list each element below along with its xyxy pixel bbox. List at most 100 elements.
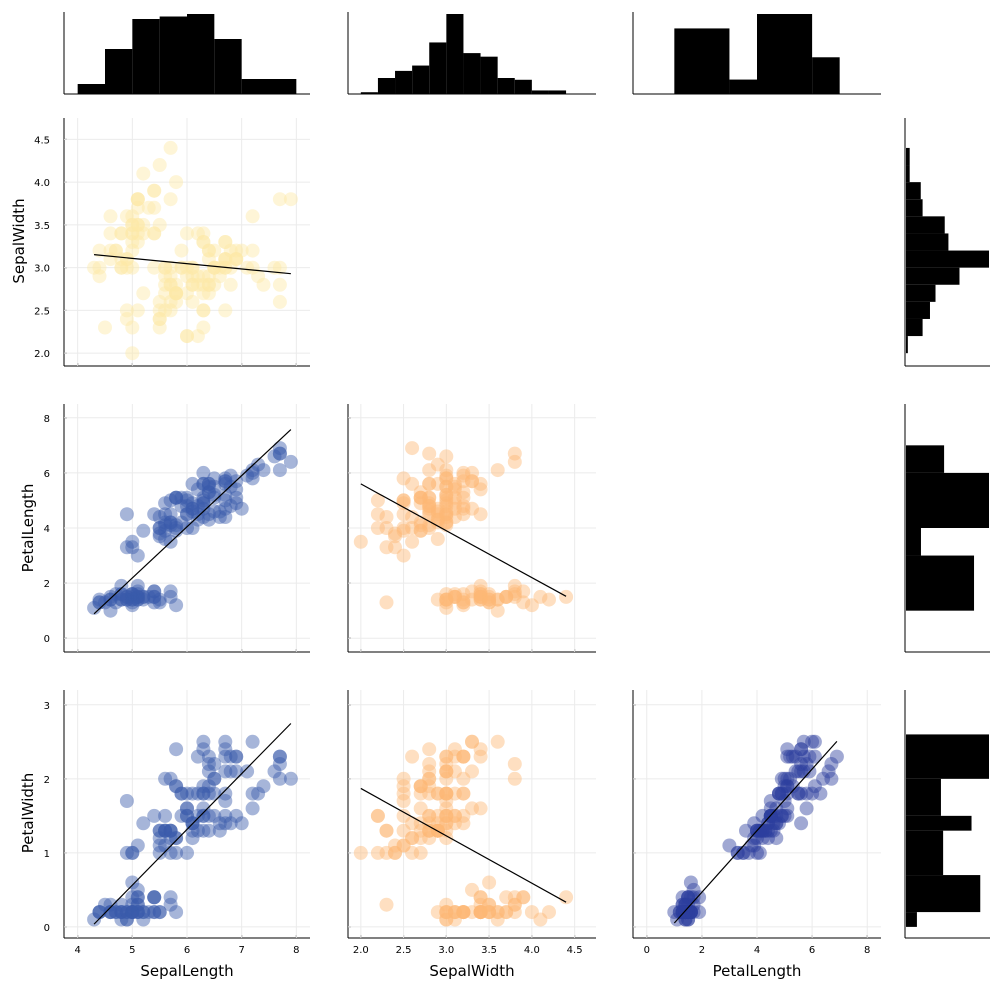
scatter-point-sepallength-vs-petalwidth bbox=[251, 786, 266, 801]
scatter-point-petallength-vs-petalwidth bbox=[681, 905, 696, 920]
scatter-point-sepallength-vs-petalwidth bbox=[114, 905, 129, 920]
scatter-point-sepalwidth-vs-petallength bbox=[456, 501, 471, 516]
scatter-point-sepalwidth-vs-petalwidth bbox=[439, 764, 454, 779]
scatter-point-sepallength-vs-sepalwidth bbox=[130, 235, 145, 249]
scatter-point-petallength-vs-petalwidth bbox=[675, 905, 690, 920]
scatter-point-petallength-vs-petalwidth bbox=[796, 734, 811, 749]
scatter-point-petallength-vs-petalwidth bbox=[780, 779, 795, 794]
scatter-point-sepallength-vs-petallength bbox=[152, 592, 167, 607]
scatter-point-sepalwidth-vs-petalwidth bbox=[482, 905, 497, 920]
scatter-point-sepallength-vs-sepalwidth bbox=[180, 329, 194, 344]
scatter-point-sepallength-vs-sepalwidth bbox=[229, 243, 244, 258]
scatter-point-petallength-vs-petalwidth bbox=[678, 897, 693, 912]
scatter-point-sepallength-vs-sepalwidth bbox=[196, 303, 211, 318]
scatter-point-sepallength-vs-petalwidth bbox=[169, 831, 184, 846]
scatter-point-petallength-vs-petalwidth bbox=[780, 801, 795, 816]
scatter-point-petallength-vs-petalwidth bbox=[824, 757, 839, 771]
scatter-point-sepallength-vs-sepalwidth bbox=[163, 294, 178, 309]
scatter-point-sepallength-vs-sepalwidth bbox=[147, 226, 162, 241]
scatter-point-sepallength-vs-petallength bbox=[130, 548, 145, 563]
scatter-point-sepallength-vs-petalwidth bbox=[169, 831, 184, 846]
side-histogram-bar-sepalwidth bbox=[906, 182, 921, 200]
x-axis-label-sepalwidth: SepalWidth bbox=[429, 962, 514, 980]
scatter-point-sepallength-vs-sepalwidth bbox=[196, 235, 211, 249]
scatter-point-sepallength-vs-petalwidth bbox=[147, 890, 162, 905]
side-histogram-bar-sepalwidth bbox=[906, 233, 949, 251]
side-histogram-bar-sepalwidth bbox=[906, 336, 908, 354]
scatter-point-sepalwidth-vs-petallength bbox=[447, 501, 462, 516]
scatter-point-sepallength-vs-sepalwidth bbox=[125, 217, 140, 232]
scatter-point-sepallength-vs-petalwidth bbox=[103, 905, 118, 920]
scatter-point-sepallength-vs-petallength bbox=[218, 487, 233, 502]
side-histogram-bar-sepalwidth bbox=[906, 216, 945, 234]
scatter-point-petallength-vs-petalwidth bbox=[796, 749, 811, 764]
scatter-point-sepallength-vs-petallength bbox=[163, 515, 178, 530]
scatter-point-petallength-vs-petalwidth bbox=[755, 808, 770, 823]
y-tick-label-petallength: 4 bbox=[44, 524, 50, 535]
scatter-point-sepallength-vs-petalwidth bbox=[272, 749, 287, 764]
scatter-point-sepallength-vs-petallength bbox=[201, 476, 216, 491]
scatter-point-sepallength-vs-petallength bbox=[207, 479, 222, 494]
scatter-point-petallength-vs-petalwidth bbox=[678, 905, 693, 920]
scatter-point-sepalwidth-vs-petallength bbox=[490, 603, 505, 618]
scatter-point-sepallength-vs-petalwidth bbox=[207, 786, 222, 801]
scatter-point-sepallength-vs-petallength bbox=[272, 463, 287, 478]
scatter-point-sepalwidth-vs-petalwidth bbox=[422, 771, 437, 786]
scatter-point-sepallength-vs-petalwidth bbox=[196, 808, 211, 823]
scatter-point-sepalwidth-vs-petalwidth bbox=[422, 823, 437, 838]
scatter-point-sepallength-vs-petallength bbox=[272, 446, 287, 461]
side-histogram-bar-petalwidth bbox=[906, 830, 944, 876]
scatter-point-sepalwidth-vs-petalwidth bbox=[447, 786, 462, 801]
scatter-point-sepallength-vs-sepalwidth bbox=[125, 260, 140, 275]
scatter-point-sepalwidth-vs-petalwidth bbox=[405, 845, 420, 860]
scatter-point-petallength-vs-petalwidth bbox=[769, 816, 784, 831]
scatter-point-sepalwidth-vs-petalwidth bbox=[447, 749, 462, 764]
y-axis-label-sepalwidth: SepalWidth bbox=[10, 198, 28, 283]
scatter-point-sepallength-vs-sepalwidth bbox=[163, 303, 178, 318]
scatter-point-petallength-vs-petalwidth bbox=[805, 786, 820, 801]
scatter-point-sepalwidth-vs-petallength bbox=[456, 485, 471, 500]
scatter-point-petallength-vs-petalwidth bbox=[747, 816, 762, 831]
scatter-point-sepallength-vs-petallength bbox=[196, 476, 211, 491]
scatter-point-sepalwidth-vs-petalwidth bbox=[456, 771, 471, 786]
scatter-point-sepalwidth-vs-petalwidth bbox=[499, 905, 514, 920]
scatter-point-sepalwidth-vs-petalwidth bbox=[482, 897, 497, 912]
scatter-point-petallength-vs-petalwidth bbox=[755, 823, 770, 838]
scatter-point-sepalwidth-vs-petalwidth bbox=[507, 757, 522, 771]
scatter-point-sepallength-vs-sepalwidth bbox=[190, 329, 205, 344]
scatter-point-petallength-vs-petalwidth bbox=[686, 905, 701, 920]
scatter-point-sepalwidth-vs-petallength bbox=[430, 512, 445, 527]
scatter-point-sepallength-vs-petalwidth bbox=[125, 905, 140, 920]
scatter-point-petallength-vs-petalwidth bbox=[763, 823, 778, 838]
scatter-point-sepalwidth-vs-petalwidth bbox=[370, 808, 385, 823]
scatter-point-sepallength-vs-sepalwidth bbox=[207, 260, 222, 275]
scatter-point-sepallength-vs-sepalwidth bbox=[136, 217, 151, 232]
x-tick-label-sepallength: 4 bbox=[74, 945, 80, 956]
scatter-point-sepallength-vs-sepalwidth bbox=[201, 277, 216, 292]
scatter-point-sepallength-vs-petalwidth bbox=[163, 823, 178, 838]
scatter-point-sepallength-vs-petallength bbox=[163, 507, 178, 522]
scatter-point-sepallength-vs-petallength bbox=[174, 515, 189, 530]
histogram-bar-petallength bbox=[757, 14, 813, 94]
y-tick-label-sepalwidth: 2.0 bbox=[34, 349, 50, 360]
scatter-point-petallength-vs-petalwidth bbox=[678, 905, 693, 920]
scatter-point-sepalwidth-vs-petallength bbox=[507, 587, 522, 602]
scatter-point-sepallength-vs-sepalwidth bbox=[147, 260, 162, 275]
scatter-point-sepallength-vs-sepalwidth bbox=[163, 277, 178, 292]
y-tick-label-petalwidth: 2 bbox=[44, 775, 50, 786]
scatter-point-sepallength-vs-petalwidth bbox=[114, 905, 129, 920]
scatter-point-sepallength-vs-petalwidth bbox=[180, 786, 194, 801]
scatter-point-sepalwidth-vs-petalwidth bbox=[447, 808, 462, 823]
scatter-point-sepallength-vs-sepalwidth bbox=[125, 346, 140, 361]
scatter-point-sepallength-vs-petallength bbox=[240, 468, 255, 483]
scatter-point-sepalwidth-vs-petallength bbox=[430, 457, 445, 472]
scatter-point-sepallength-vs-petallength bbox=[103, 589, 118, 604]
scatter-point-sepallength-vs-petalwidth bbox=[147, 905, 162, 920]
scatter-point-sepalwidth-vs-petallength bbox=[516, 595, 531, 610]
scatter-point-sepalwidth-vs-petalwidth bbox=[439, 912, 454, 927]
scatter-point-sepallength-vs-sepalwidth bbox=[152, 158, 167, 172]
scatter-point-sepallength-vs-petalwidth bbox=[130, 838, 145, 853]
scatter-point-sepallength-vs-petallength bbox=[136, 592, 151, 607]
scatter-point-sepallength-vs-petallength bbox=[125, 534, 140, 549]
scatter-point-petallength-vs-petalwidth bbox=[772, 786, 786, 801]
